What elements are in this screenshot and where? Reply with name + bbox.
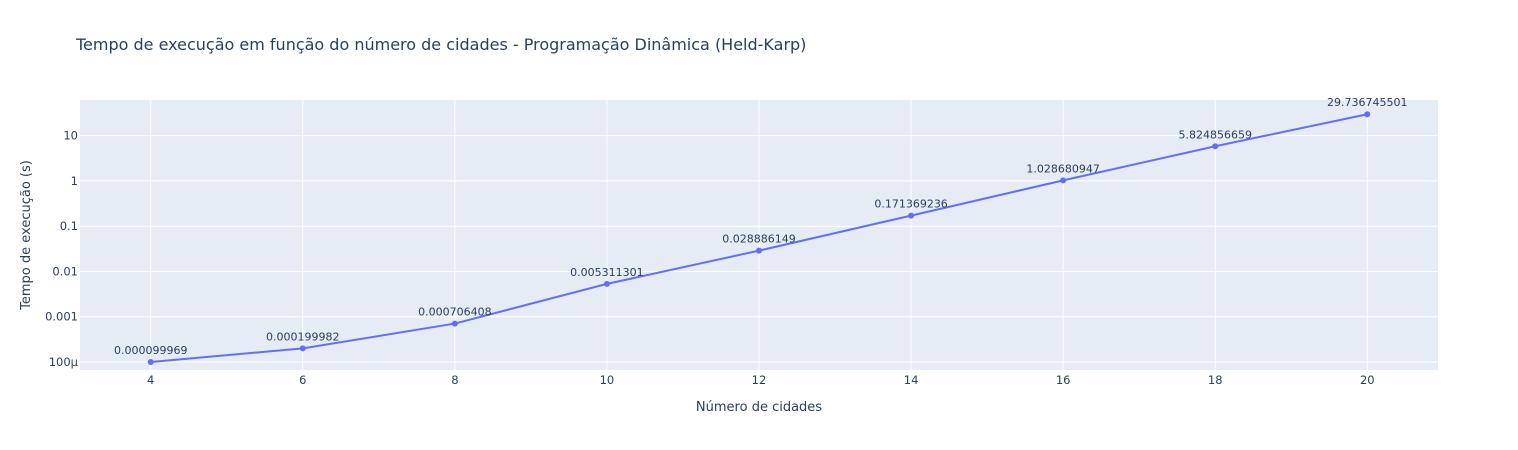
data-label: 0.000099969 — [114, 344, 187, 357]
data-point[interactable] — [299, 345, 306, 352]
x-tick-label: 8 — [451, 373, 458, 387]
data-point[interactable] — [1060, 177, 1067, 184]
gridlines — [80, 100, 1438, 370]
axis-ticks: 4 6 8 10 12 14 16 18 20 100μ 0.001 0.01 0.1 1 10 — [45, 129, 1375, 387]
y-axis-title: Tempo de execução (s) — [19, 160, 34, 311]
data-labels: 0.000099969 0.000199982 0.000706408 0.00531… — [114, 96, 1408, 357]
x-tick-label: 18 — [1208, 373, 1223, 387]
data-point[interactable] — [451, 320, 458, 327]
x-axis-title: Número de cidades — [696, 400, 822, 415]
data-point[interactable] — [603, 280, 610, 287]
y-tick-label: 100μ — [49, 355, 79, 369]
chart-title: Tempo de execução em função do número de… — [75, 35, 806, 54]
data-label: 0.028886149 — [722, 233, 795, 246]
y-tick-label: 0.01 — [52, 264, 78, 278]
x-tick-label: 14 — [904, 373, 919, 387]
x-tick-label: 4 — [147, 373, 154, 387]
data-point[interactable] — [1212, 143, 1219, 150]
data-label: 0.005311301 — [570, 266, 643, 279]
x-tick-label: 16 — [1056, 373, 1071, 387]
data-point[interactable] — [756, 247, 762, 254]
x-tick-label: 6 — [299, 373, 306, 387]
series — [147, 111, 1371, 366]
y-tick-label: 10 — [63, 129, 78, 143]
data-label: 5.824856659 — [1178, 128, 1251, 141]
data-label: 0.000706408 — [418, 306, 491, 319]
data-point[interactable] — [147, 359, 154, 366]
y-tick-label: 0.1 — [60, 219, 78, 233]
data-point[interactable] — [908, 212, 915, 219]
x-tick-label: 10 — [600, 373, 615, 387]
data-label: 29.736745501 — [1327, 96, 1407, 109]
y-tick-label: 1 — [71, 174, 78, 188]
data-label: 0.000199982 — [266, 330, 339, 343]
y-tick-label: 0.001 — [45, 310, 78, 324]
data-point[interactable] — [1364, 111, 1371, 118]
data-label: 0.171369236 — [874, 198, 947, 211]
x-tick-label: 12 — [752, 373, 767, 387]
x-tick-label: 20 — [1360, 373, 1375, 387]
data-label: 1.028680947 — [1026, 162, 1099, 175]
